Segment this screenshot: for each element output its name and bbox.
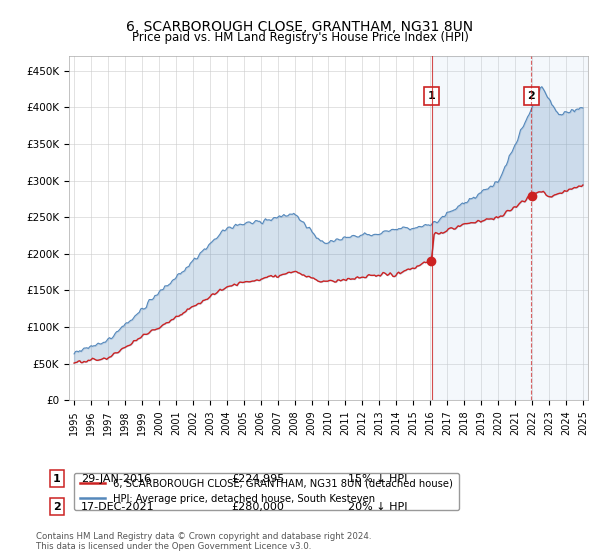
- Text: Price paid vs. HM Land Registry's House Price Index (HPI): Price paid vs. HM Land Registry's House …: [131, 31, 469, 44]
- Text: 1: 1: [428, 91, 436, 101]
- Text: 20% ↓ HPI: 20% ↓ HPI: [348, 502, 407, 512]
- Text: £280,000: £280,000: [231, 502, 284, 512]
- Text: 2: 2: [527, 91, 535, 101]
- Text: 1: 1: [53, 474, 61, 484]
- Text: 17-DEC-2021: 17-DEC-2021: [81, 502, 155, 512]
- Text: Contains HM Land Registry data © Crown copyright and database right 2024.
This d: Contains HM Land Registry data © Crown c…: [36, 532, 371, 552]
- Legend: 6, SCARBOROUGH CLOSE, GRANTHAM, NG31 8UN (detached house), HPI: Average price, d: 6, SCARBOROUGH CLOSE, GRANTHAM, NG31 8UN…: [74, 473, 459, 510]
- Text: £224,995: £224,995: [231, 474, 284, 484]
- Text: 29-JAN-2016: 29-JAN-2016: [81, 474, 151, 484]
- Bar: [431, 56, 588, 400]
- Text: 15% ↓ HPI: 15% ↓ HPI: [348, 474, 407, 484]
- Text: 6, SCARBOROUGH CLOSE, GRANTHAM, NG31 8UN: 6, SCARBOROUGH CLOSE, GRANTHAM, NG31 8UN: [127, 20, 473, 34]
- Text: 2: 2: [53, 502, 61, 512]
